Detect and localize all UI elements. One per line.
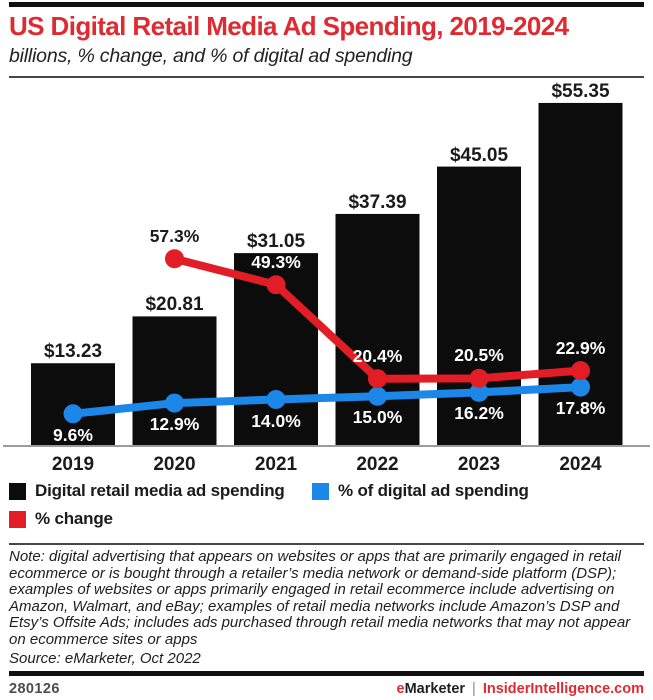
pct-change-label-2024: 22.9% [555,337,606,358]
year-label-2021: 2021 [254,454,298,475]
chart-subtitle: billions, % change, and % of digital ad … [9,45,413,67]
emarketer-logo-e: e [396,681,405,697]
year-label-2023: 2023 [457,454,501,475]
header-divider [9,76,644,78]
legend-item-pct-of-digital-ad-spending: % of digital ad spending [312,481,642,501]
bar-value-label-2022: $37.39 [348,191,407,213]
pct-of-digital-ad-spending-label-2023: 16.2% [454,403,504,424]
legend-label: % change [35,509,113,528]
pct-change-dot-2020 [165,249,184,269]
pct-change-label-2020: 57.3% [149,225,200,246]
pct-of-digital-ad-spending-dot-2023 [469,382,489,402]
pct-change-dot-2022 [368,369,387,389]
note-text: Note: digital advertising that appears o… [9,548,631,648]
x-axis-line [3,445,650,447]
legend-label: % of digital ad spending [338,481,529,500]
pct-change-dot-2023 [469,368,489,388]
legend-swatch-blue-line [312,482,329,500]
pct-of-digital-ad-spending-dot-2021 [266,390,286,409]
top-rule [9,2,644,7]
pct-of-digital-ad-spending-dot-2022 [368,386,387,406]
pct-change-dot-2021 [266,275,286,295]
year-label-2022: 2022 [356,454,399,475]
legend-swatch-red-line [9,510,26,528]
pct-of-digital-ad-spending-label-2020: 12.9% [149,414,200,435]
footer-divider [9,671,644,676]
pct-of-digital-ad-spending-dot-2024 [571,377,590,397]
pct-of-digital-ad-spending-line [69,383,585,418]
bar-2022 [335,213,420,445]
pct-change-label-2022: 20.4% [352,345,403,366]
pct-of-digital-ad-spending-label-2021: 14.0% [251,410,301,431]
bar-2019 [31,363,115,445]
brand-lockup: eMarketer | InsiderIntelligence.com [397,681,644,697]
year-label-2020: 2020 [153,454,196,475]
bar-value-label-2020: $20.81 [145,294,204,316]
pct-of-digital-ad-spending-label-2022: 15.0% [352,407,403,428]
chart-canvas [3,102,650,447]
legend: Digital retail media ad spending % of di… [9,481,646,529]
chart-id: 280126 [9,681,60,697]
pct-of-digital-ad-spending-dot-2020 [165,393,184,413]
pct-change-label-2023: 20.5% [454,345,504,366]
chart-area: $13.23 2019 $20.81 2020 $31.05 2021 $37.39 2022… [0,81,653,477]
bar-2020 [132,316,217,445]
insider-intelligence-site: InsiderIntelligence.com [482,681,644,697]
footer: 280126 eMarketer | InsiderIntelligence.com [9,681,644,697]
year-label-2019: 2019 [51,454,95,475]
pct-of-digital-ad-spending-dot-2019 [63,404,83,424]
pct-of-digital-ad-spending-label-2019: 9.6% [53,424,93,445]
pct-change-label-2021: 49.3% [251,251,301,272]
pct-change-dot-2024 [571,361,590,381]
source-text: Source: eMarketer, Oct 2022 [9,650,201,667]
bar-value-label-2021: $31.05 [246,231,306,253]
legend-label: Digital retail media ad spending [35,481,285,500]
year-label-2024: 2024 [559,454,602,475]
note-divider [9,543,644,545]
brand-separator: | [472,681,476,697]
bar-value-label-2019: $13.23 [43,341,103,363]
legend-item-digital-retail-media-ad-spending: Digital retail media ad spending [9,481,312,501]
emarketer-logo-text: Marketer [404,681,466,697]
pct-of-digital-ad-spending-label-2024: 17.8% [555,398,606,419]
legend-item-pct-change: % change [9,509,113,529]
bar-value-label-2023: $45.05 [449,144,509,166]
chart-title: US Digital Retail Media Ad Spending, 201… [9,11,569,41]
bar-value-label-2024: $55.35 [551,80,610,102]
legend-swatch-bar [9,482,26,500]
